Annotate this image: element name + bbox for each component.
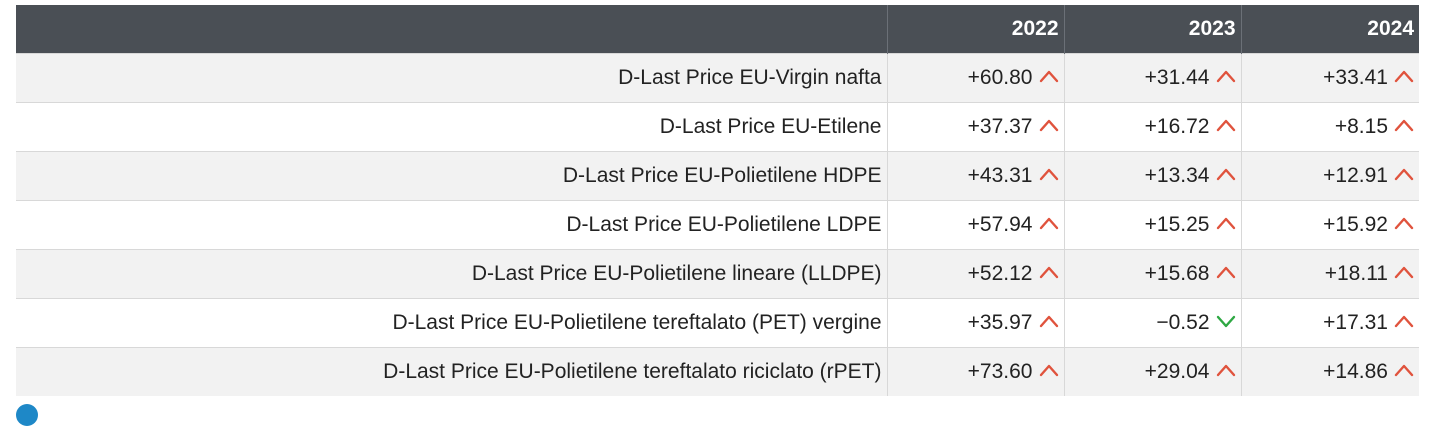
trend-up-icon <box>1394 167 1414 181</box>
value-cell: +8.15 <box>1240 102 1419 152</box>
value-text: +16.72 <box>1144 115 1210 138</box>
trend-up-icon <box>1216 69 1236 83</box>
value-text: +17.31 <box>1323 311 1388 334</box>
header-label-cell <box>16 5 887 54</box>
row-label: D-Last Price EU-Polietilene tereftalato … <box>16 347 887 396</box>
trend-up-icon <box>1039 265 1059 279</box>
value-cell: +14.86 <box>1240 347 1419 396</box>
value-text: +18.11 <box>1324 262 1388 285</box>
value-text: +8.15 <box>1334 115 1388 138</box>
value-cell: +15.92 <box>1240 200 1419 250</box>
table-row: D-Last Price EU-Polietilene lineare (LLD… <box>16 249 1419 299</box>
row-label: D-Last Price EU-Polietilene tereftalato … <box>16 298 887 348</box>
value-text: +35.97 <box>967 311 1033 334</box>
value-cell: +15.68 <box>1063 249 1241 299</box>
value-cell: +35.97 <box>886 298 1064 348</box>
trend-up-icon <box>1394 216 1414 230</box>
trend-down-icon <box>1216 314 1236 328</box>
trend-up-icon <box>1216 216 1236 230</box>
value-cell: +15.25 <box>1063 200 1241 250</box>
value-cell: +13.34 <box>1063 151 1241 201</box>
value-text: +37.37 <box>967 115 1033 138</box>
value-cell: +12.91 <box>1240 151 1419 201</box>
trend-up-icon <box>1039 69 1059 83</box>
trend-up-icon <box>1039 216 1059 230</box>
value-cell: +18.11 <box>1240 249 1419 299</box>
value-text: −0.52 <box>1156 311 1210 334</box>
trend-up-icon <box>1216 363 1236 377</box>
trend-up-icon <box>1216 167 1236 181</box>
trend-up-icon <box>1039 314 1059 328</box>
value-text: +31.44 <box>1144 66 1210 89</box>
header-year-2022[interactable]: 2022 <box>886 5 1064 54</box>
trend-up-icon <box>1216 118 1236 132</box>
table-row: D-Last Price EU-Polietilene tereftalato … <box>16 347 1419 396</box>
value-cell: +31.44 <box>1063 53 1241 103</box>
value-text: +13.34 <box>1144 164 1210 187</box>
price-change-table: 2022 2023 2024 D-Last Price EU-Virgin na… <box>16 5 1419 396</box>
value-text: +60.80 <box>967 66 1033 89</box>
table-row: D-Last Price EU-Polietilene LDPE +57.94 +1… <box>16 200 1419 250</box>
trend-up-icon <box>1039 363 1059 377</box>
row-label: D-Last Price EU-Polietilene LDPE <box>16 200 887 250</box>
table-row: D-Last Price EU-Polietilene HDPE +43.31 +1… <box>16 151 1419 201</box>
value-cell: +57.94 <box>886 200 1064 250</box>
trend-up-icon <box>1394 69 1414 83</box>
table-body: D-Last Price EU-Virgin nafta +60.80 +31.44… <box>16 53 1419 396</box>
value-cell: +37.37 <box>886 102 1064 152</box>
footnote <box>16 404 44 428</box>
trend-up-icon <box>1394 314 1414 328</box>
trend-up-icon <box>1039 118 1059 132</box>
row-label: D-Last Price EU-Virgin nafta <box>16 53 887 103</box>
value-cell: +33.41 <box>1240 53 1419 103</box>
row-label: D-Last Price EU-Polietilene HDPE <box>16 151 887 201</box>
info-dot-icon <box>16 404 38 426</box>
table-row: D-Last Price EU-Etilene +37.37 +16.72 +8.15 <box>16 102 1419 152</box>
value-text: +14.86 <box>1323 360 1388 383</box>
value-text: +57.94 <box>967 213 1033 236</box>
header-year-2024[interactable]: 2024 <box>1240 5 1419 54</box>
row-label: D-Last Price EU-Polietilene lineare (LLD… <box>16 249 887 299</box>
price-change-table-container: 2022 2023 2024 D-Last Price EU-Virgin na… <box>16 5 1419 396</box>
table-row: D-Last Price EU-Polietilene tereftalato … <box>16 298 1419 348</box>
trend-up-icon <box>1216 265 1236 279</box>
value-cell: +17.31 <box>1240 298 1419 348</box>
header-year-2023[interactable]: 2023 <box>1063 5 1241 54</box>
value-text: +12.91 <box>1323 164 1388 187</box>
value-text: +15.68 <box>1144 262 1210 285</box>
value-cell: +43.31 <box>886 151 1064 201</box>
trend-up-icon <box>1394 265 1414 279</box>
value-text: +43.31 <box>967 164 1033 187</box>
value-text: +29.04 <box>1144 360 1210 383</box>
value-cell: +52.12 <box>886 249 1064 299</box>
value-text: +15.25 <box>1144 213 1210 236</box>
value-text: +73.60 <box>967 360 1033 383</box>
trend-up-icon <box>1394 118 1414 132</box>
table-row: D-Last Price EU-Virgin nafta +60.80 +31.44… <box>16 53 1419 103</box>
value-text: +33.41 <box>1323 66 1388 89</box>
value-cell: −0.52 <box>1063 298 1241 348</box>
value-cell: +29.04 <box>1063 347 1241 396</box>
row-label: D-Last Price EU-Etilene <box>16 102 887 152</box>
trend-up-icon <box>1039 167 1059 181</box>
trend-up-icon <box>1394 363 1414 377</box>
table-header-row: 2022 2023 2024 <box>16 5 1419 54</box>
value-text: +15.92 <box>1323 213 1388 236</box>
value-text: +52.12 <box>967 262 1033 285</box>
value-cell: +16.72 <box>1063 102 1241 152</box>
value-cell: +60.80 <box>886 53 1064 103</box>
value-cell: +73.60 <box>886 347 1064 396</box>
